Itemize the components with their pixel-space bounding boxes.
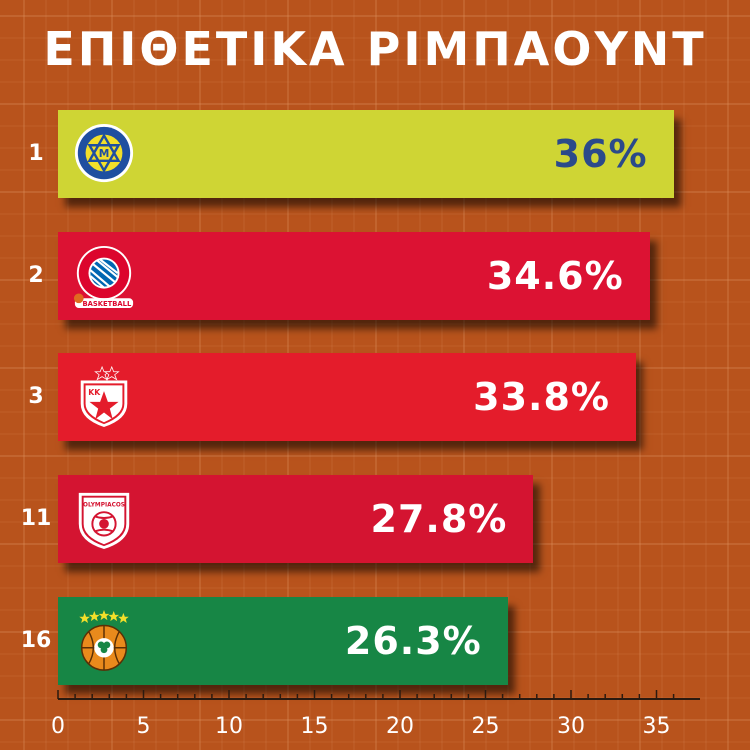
bar-1: M 36% [58,110,674,198]
bar-value-label: 36% [553,132,648,176]
rank-label: 2 [28,263,44,288]
bar-value-label: 27.8% [370,497,508,541]
x-tick-label: 15 [301,714,329,739]
x-tick-label: 5 [137,714,151,739]
bar-2: BASKETBALL 34.6% [58,232,650,320]
rank-label: 1 [28,141,44,166]
x-tick-label: 0 [51,714,65,739]
svg-text:BASKETBALL: BASKETBALL [83,300,132,308]
svg-text:M: M [99,147,110,160]
chart-title: ΕΠΙΘΕΤΙΚΑ ΡΙΜΠΑΟΥΝΤ [43,22,707,76]
rank-label: 11 [20,506,52,531]
svg-text:KK: KK [88,388,101,397]
bar-value-label: 33.8% [473,375,610,419]
x-tick-label: 30 [557,714,585,739]
x-tick-label: 25 [472,714,500,739]
bar-16: 26.3% [58,597,508,685]
svg-text:OLYMPIACOS: OLYMPIACOS [83,502,125,508]
bar-3: KK 33.8% [58,353,636,441]
bar-value-label: 34.6% [486,254,624,298]
bayern-munich-logo: BASKETBALL [73,245,134,308]
maccabi-tel-aviv-logo: M [74,123,134,183]
crvena-zvezda-logo: KK [80,365,128,428]
rank-label: 16 [20,628,52,653]
bar-value-label: 26.3% [344,619,482,663]
olympiacos-logo: OLYMPIACOS [78,492,130,550]
rank-label: 3 [28,384,44,409]
bar-11: OLYMPIACOS 27.8% [58,475,534,563]
panathinaikos-logo [79,609,129,671]
x-tick-label: 35 [643,714,671,739]
x-tick-label: 10 [215,714,243,739]
x-tick-label: 20 [386,714,414,739]
